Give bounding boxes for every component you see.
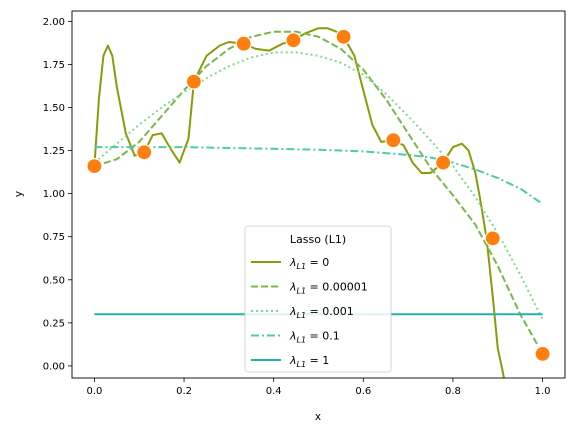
legend-box	[244, 225, 392, 373]
legend-entry: λL1 = 1	[251, 354, 329, 369]
plot-frame	[71, 10, 566, 379]
y-axis-ticks: 0.00 0.25 0.50 0.75 1.00 1.25 1.50 1.75 2.00	[43, 17, 72, 372]
legend-label: λL1 = 1	[289, 354, 329, 369]
x-axis-ticks: 0.0 0.2 0.4 0.6 0.8 1.0	[86, 378, 551, 397]
y-tick-label: 0.25	[43, 318, 65, 329]
series-line-4	[94, 146, 544, 205]
x-axis-label: x	[315, 411, 321, 423]
data-point	[235, 35, 252, 52]
legend-entry: λL1 = 0	[251, 256, 329, 271]
legend-entries: λL1 = 0 λL1 = 0.00001 λL1 = 0.001 λL1 = 0.1…	[251, 256, 368, 369]
y-tick: 1.00	[43, 189, 72, 200]
legend-entry: λL1 = 0.001	[251, 305, 354, 320]
x-tick: 0.8	[445, 378, 461, 397]
series-line-2	[94, 30, 544, 355]
legend-label: λL1 = 0	[289, 256, 329, 271]
y-tick: 1.25	[43, 146, 72, 157]
y-tick-label: 1.00	[43, 189, 65, 200]
y-tick: 2.00	[43, 17, 72, 28]
legend-entry: λL1 = 0.00001	[251, 281, 368, 296]
data-point	[185, 73, 202, 90]
y-tick-label: 1.75	[43, 60, 65, 71]
y-tick: 0.25	[43, 318, 72, 329]
series-line-3	[93, 51, 544, 320]
y-tick: 0.75	[43, 232, 72, 243]
legend-title: Lasso (L1)	[290, 233, 346, 246]
data-point	[484, 230, 501, 247]
data-point	[86, 158, 103, 175]
legend-label: λL1 = 0.001	[289, 305, 354, 320]
data-point	[335, 28, 352, 45]
y-tick: 1.75	[43, 60, 72, 71]
y-tick: 0.50	[43, 275, 72, 286]
legend: Lasso (L1) λL1 = 0 λL1 = 0.00001 λL1 = 0.0…	[244, 225, 392, 373]
x-tick: 0.0	[86, 378, 102, 397]
y-tick: 1.50	[43, 103, 72, 114]
data-point	[136, 144, 153, 161]
y-tick-label: 1.50	[43, 103, 65, 114]
x-tick: 1.0	[535, 378, 551, 397]
y-tick-label: 0.00	[43, 361, 65, 372]
points-layer	[86, 28, 551, 362]
y-tick: 0.00	[43, 361, 72, 372]
x-tick: 0.6	[355, 378, 371, 397]
x-tick-label: 1.0	[535, 386, 551, 397]
x-tick-label: 0.8	[445, 386, 461, 397]
y-tick-label: 0.50	[43, 275, 65, 286]
legend-label: λL1 = 0.00001	[289, 281, 368, 296]
legend-label: λL1 = 0.1	[289, 330, 340, 345]
data-point	[285, 32, 302, 49]
x-tick-label: 0.4	[266, 386, 282, 397]
x-tick: 0.4	[266, 378, 282, 397]
x-tick-label: 0.6	[355, 386, 371, 397]
y-axis-label: y	[13, 191, 25, 197]
data-point	[385, 132, 402, 149]
data-point	[435, 154, 452, 171]
y-tick-label: 0.75	[43, 232, 65, 243]
legend-entry: λL1 = 0.1	[251, 330, 340, 345]
y-tick-label: 1.25	[43, 146, 65, 157]
y-tick-label: 2.00	[43, 17, 65, 28]
x-tick: 0.2	[176, 378, 192, 397]
x-tick-label: 0.2	[176, 386, 192, 397]
data-point	[534, 345, 551, 362]
x-tick-label: 0.0	[86, 386, 102, 397]
